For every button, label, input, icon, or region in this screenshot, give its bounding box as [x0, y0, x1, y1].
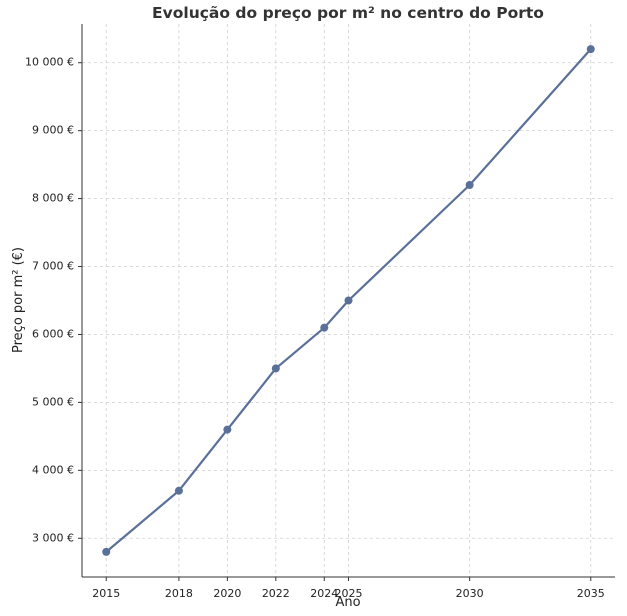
series-line: [105, 48, 592, 553]
y-tick-label: 6 000 €: [32, 327, 74, 340]
data-point: [223, 425, 232, 434]
data-point: [271, 364, 280, 373]
axis-ticks: [78, 62, 592, 581]
x-axis-label: Ano: [335, 595, 360, 610]
x-tick-label: 2015: [92, 587, 120, 600]
y-tick-label: 7 000 €: [32, 260, 74, 273]
y-tick-label: 8 000 €: [32, 192, 74, 205]
x-tick-label: 2018: [165, 587, 193, 600]
x-tick-label: 2035: [577, 587, 605, 600]
y-tick-labels: 3 000 € 4 000 € 5 000 € 6 000 € 7 000 € 8 000…: [25, 56, 74, 545]
y-tick-label: 4 000 €: [32, 463, 74, 476]
data-point: [174, 486, 183, 495]
data-points: [102, 45, 595, 556]
data-point: [320, 323, 329, 332]
y-tick-label: 5 000 €: [32, 395, 74, 408]
x-tick-label: 2025: [335, 587, 363, 600]
x-tick-label: 2022: [262, 587, 290, 600]
data-point: [465, 181, 474, 190]
data-point: [586, 45, 595, 54]
x-tick-label: 2030: [456, 587, 484, 600]
data-point: [344, 296, 353, 305]
y-tick-label: 10 000 €: [25, 56, 74, 69]
y-axis-label: Preço por m² (€): [11, 247, 26, 353]
y-tick-label: 3 000 €: [32, 531, 74, 544]
grid: [82, 24, 615, 577]
x-tick-label: 2024: [310, 587, 338, 600]
chart-title: Evolução do preço por m² no centro do Po…: [152, 4, 544, 22]
data-point: [102, 547, 111, 556]
x-tick-label: 2020: [213, 587, 241, 600]
y-tick-label: 9 000 €: [32, 124, 74, 137]
